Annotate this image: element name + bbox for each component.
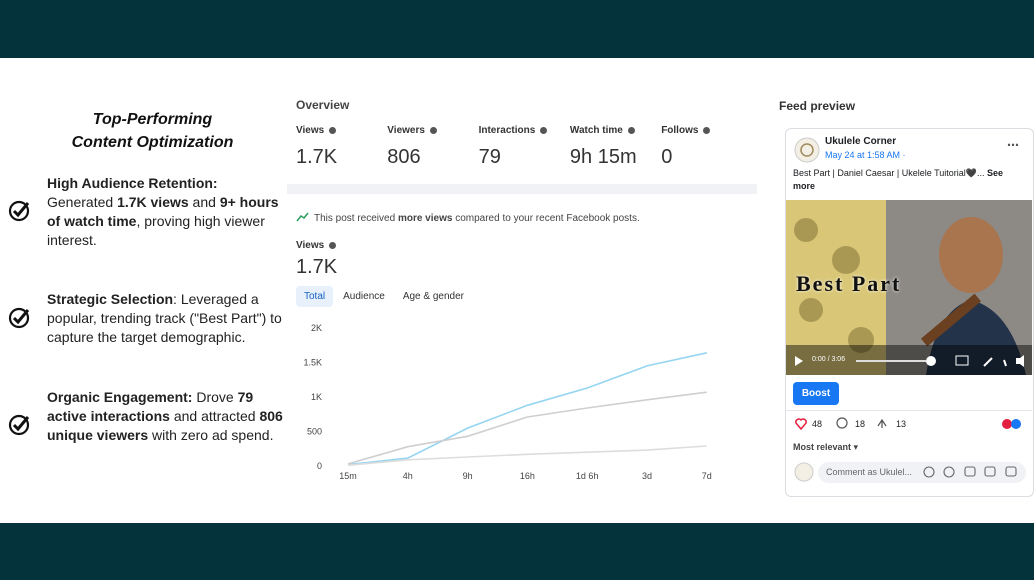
bullet: Strategic Selection: Leveraged a popular… bbox=[47, 290, 283, 347]
sort-menu[interactable]: Most relevant ▾ bbox=[793, 442, 859, 452]
post-caption: Best Part | Daniel Caesar | Ukelele Tuit… bbox=[793, 167, 1023, 193]
text: , proving high viewer interest. bbox=[47, 213, 265, 248]
text: This post received bbox=[314, 213, 398, 224]
stat-label: Watch time bbox=[570, 125, 635, 136]
stat-value: 9h 15m bbox=[569, 146, 637, 168]
tab[interactable]: Total bbox=[296, 286, 334, 307]
y-tick-label: 1.5K bbox=[303, 358, 322, 368]
divider bbox=[786, 410, 1032, 411]
stat-value: 79 bbox=[478, 146, 501, 168]
sort-label: Most relevant bbox=[793, 442, 852, 452]
more-menu[interactable]: ⋯ bbox=[1007, 138, 1019, 152]
title-line: Content Optimization bbox=[71, 134, 234, 151]
stat-label: Follows bbox=[661, 125, 710, 136]
bold-text: 806 unique viewers bbox=[47, 408, 283, 443]
notice: This post received more views compared t… bbox=[314, 213, 640, 224]
overview-title: Overview bbox=[296, 98, 350, 112]
check-icon bbox=[8, 307, 30, 329]
x-tick-label: 15m bbox=[339, 471, 357, 481]
line-series bbox=[347, 391, 707, 465]
views-card bbox=[287, 194, 757, 496]
stat-label: Viewers bbox=[387, 125, 437, 136]
x-tick-label: 7d bbox=[702, 471, 712, 481]
y-tick-label: 2K bbox=[311, 323, 322, 333]
text: and attracted bbox=[169, 408, 260, 424]
page-name[interactable]: Ukulele Corner bbox=[825, 136, 897, 147]
bold-text: Organic Engagement: bbox=[47, 389, 193, 405]
bold-text: Strategic Selection bbox=[47, 291, 174, 307]
line-series bbox=[347, 352, 707, 466]
text: Drove bbox=[192, 389, 238, 405]
x-tick-label: 3d bbox=[642, 471, 652, 481]
y-tick-label: 1K bbox=[311, 392, 322, 402]
text: : Leveraged a popular, trending track ("… bbox=[47, 291, 282, 345]
x-tick-label: 4h bbox=[403, 471, 413, 481]
caption-text: Best Part | Daniel Caesar | Ukelele Tuit… bbox=[793, 168, 985, 178]
comment-tools bbox=[923, 466, 1017, 478]
tab[interactable]: Age & gender bbox=[402, 291, 464, 302]
commenter-avatar bbox=[794, 462, 814, 482]
bullet: High Audience Retention: Generated 1.7K v… bbox=[47, 174, 283, 250]
views-value: 1.7K bbox=[296, 256, 338, 278]
see-more[interactable]: See more bbox=[793, 168, 1003, 191]
y-tick-label: 500 bbox=[307, 427, 322, 437]
comment-count: 18 bbox=[855, 419, 866, 429]
check-icon bbox=[8, 200, 30, 222]
share-count: 13 bbox=[896, 419, 907, 429]
top-band bbox=[0, 0, 1034, 58]
video-title-overlay: Best Part bbox=[796, 271, 902, 296]
video[interactable] bbox=[786, 200, 1032, 375]
bold-text: 1.7K views bbox=[117, 194, 189, 210]
stat-value: 0 bbox=[661, 146, 673, 168]
line-series bbox=[347, 445, 707, 467]
page-avatar bbox=[794, 137, 820, 163]
slide-title: Top-Performing Content Optimization bbox=[40, 108, 265, 154]
text: with zero ad spend. bbox=[148, 427, 274, 443]
stat-label: Interactions bbox=[479, 125, 548, 136]
post-date[interactable]: May 24 at 1:58 AM · bbox=[825, 150, 906, 160]
x-tick-label: 16h bbox=[520, 471, 535, 481]
comment-placeholder: Comment as Ukulel... bbox=[826, 467, 913, 477]
trend-icon bbox=[296, 212, 309, 222]
stat-value: 806 bbox=[387, 146, 421, 168]
text: compared to your recent Facebook posts. bbox=[452, 213, 640, 224]
bullet: Organic Engagement: Drove 79 active inte… bbox=[47, 388, 283, 445]
bold-text: High Audience Retention: bbox=[47, 175, 218, 191]
title-line: Top-Performing bbox=[92, 111, 213, 128]
bold-text: 9+ hours of watch time bbox=[47, 194, 279, 229]
bottom-band bbox=[0, 523, 1034, 580]
y-tick-label: 0 bbox=[317, 461, 322, 471]
bold-text: more views bbox=[397, 213, 453, 224]
check-icon bbox=[8, 414, 30, 436]
text: and bbox=[188, 194, 220, 210]
reaction-icons bbox=[795, 417, 1021, 431]
bold-text: 79 active interactions bbox=[47, 389, 254, 424]
reaction-count: 48 bbox=[812, 419, 823, 429]
x-tick-label: 9h bbox=[463, 471, 473, 481]
boost-button[interactable]: Boost bbox=[793, 382, 839, 405]
views-label: Views bbox=[296, 240, 336, 251]
stat-value: 1.7K bbox=[296, 146, 338, 168]
feed-preview-title: Feed preview bbox=[779, 99, 856, 113]
stat-label: Views bbox=[296, 125, 336, 136]
tab[interactable]: Audience bbox=[343, 291, 385, 302]
x-tick-label: 1d 6h bbox=[576, 471, 599, 481]
video-time: 0:00 / 3:06 bbox=[812, 356, 846, 363]
check-icons bbox=[8, 200, 30, 436]
text: Generated bbox=[47, 194, 118, 210]
